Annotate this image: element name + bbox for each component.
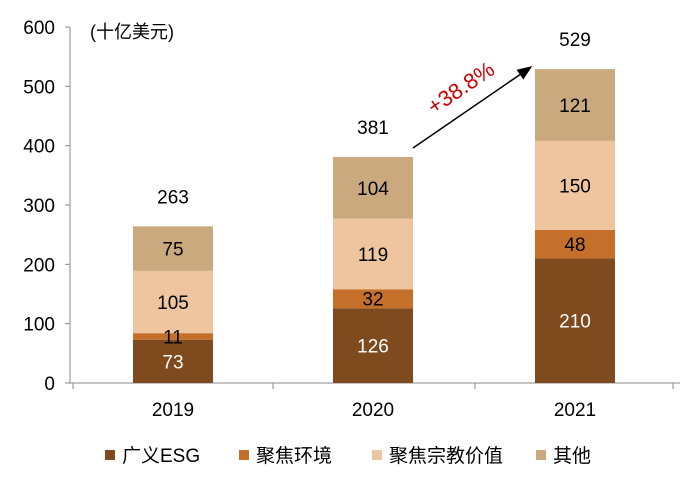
legend-label: 其他 bbox=[553, 445, 591, 467]
legend-swatch bbox=[239, 450, 249, 460]
data-label: 105 bbox=[157, 293, 189, 314]
data-label: 48 bbox=[564, 235, 585, 256]
x-tick-label: 2020 bbox=[352, 400, 394, 421]
data-label: 126 bbox=[357, 337, 389, 358]
growth-arrow bbox=[412, 66, 533, 149]
x-tick-label: 2019 bbox=[152, 400, 194, 421]
bar-segment bbox=[133, 339, 213, 383]
bar-segment bbox=[333, 218, 413, 290]
total-label: 529 bbox=[559, 30, 591, 51]
total-label: 263 bbox=[157, 187, 189, 208]
y-tick-label: 400 bbox=[23, 137, 55, 158]
bar-segment bbox=[535, 140, 615, 230]
y-tick-label: 600 bbox=[23, 18, 55, 39]
bar-segment bbox=[133, 270, 213, 334]
data-label: 73 bbox=[162, 352, 183, 373]
y-tick-label: 500 bbox=[23, 77, 55, 98]
bar-segment bbox=[535, 69, 615, 141]
data-label: 119 bbox=[358, 245, 388, 266]
unit-label: (十亿美元) bbox=[90, 22, 174, 42]
y-tick-label: 100 bbox=[23, 315, 55, 336]
data-label: 32 bbox=[362, 290, 383, 311]
legend-swatch bbox=[536, 450, 546, 460]
data-label: 150 bbox=[559, 176, 591, 197]
bar-segment bbox=[333, 156, 413, 219]
legend-swatch bbox=[105, 450, 115, 460]
growth-annotation: +38.8% bbox=[423, 56, 499, 119]
data-label: 121 bbox=[559, 96, 591, 117]
bar-segment bbox=[535, 229, 615, 259]
legend-label: 广义ESG bbox=[122, 445, 200, 467]
bar-segment bbox=[133, 333, 213, 340]
legend-label: 聚焦宗教价值 bbox=[389, 445, 503, 467]
data-label: 104 bbox=[357, 179, 389, 200]
legend-label: 聚焦环境 bbox=[256, 445, 332, 467]
total-label: 381 bbox=[357, 118, 389, 139]
data-label: 75 bbox=[162, 240, 183, 261]
y-tick-label: 200 bbox=[23, 255, 55, 276]
bar-segment bbox=[333, 308, 413, 383]
bar-segment bbox=[535, 258, 615, 383]
x-tick-label: 2021 bbox=[554, 400, 596, 421]
bar-segment bbox=[333, 289, 413, 309]
legend-swatch bbox=[372, 450, 382, 460]
bar-segment bbox=[133, 226, 213, 271]
y-tick-label: 300 bbox=[23, 196, 55, 217]
y-tick-label: 0 bbox=[44, 374, 55, 395]
data-label: 11 bbox=[163, 327, 183, 348]
data-label: 210 bbox=[559, 312, 591, 333]
